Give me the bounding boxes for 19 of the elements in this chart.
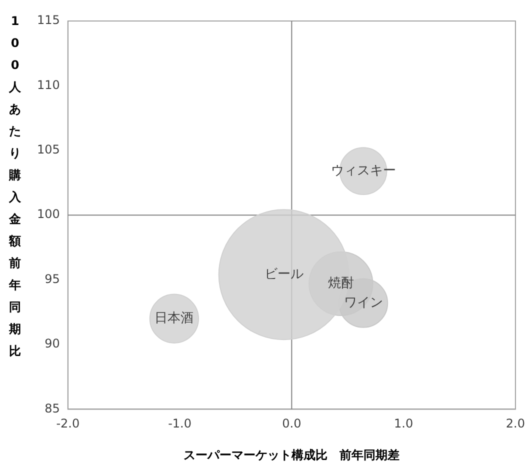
x-axis-title: スーパーマーケット構成比 前年同期差 bbox=[184, 448, 400, 462]
x-tick-label: -2.0 bbox=[56, 416, 80, 431]
y-tick-label: 85 bbox=[44, 401, 60, 416]
y-tick-label: 105 bbox=[37, 142, 60, 157]
series-label: ビール bbox=[264, 267, 304, 282]
x-tick-label: 1.0 bbox=[394, 416, 414, 431]
y-tick-label: 90 bbox=[44, 336, 60, 351]
x-tick-label: 0.0 bbox=[282, 416, 302, 431]
x-tick-label: 2.0 bbox=[506, 416, 526, 431]
text: 100人あたり購入金額前年同期比 bbox=[9, 14, 21, 358]
y-tick-label: 95 bbox=[44, 272, 60, 286]
series-label: ウィスキー bbox=[330, 163, 396, 178]
series-label: 日本酒 bbox=[154, 310, 194, 326]
x-tick-label: -1.0 bbox=[168, 416, 192, 431]
y-tick-label: 110 bbox=[37, 78, 60, 92]
series-label: 焼酎 bbox=[328, 276, 354, 292]
series-label: ワイン bbox=[344, 295, 383, 310]
y-tick-label: 115 bbox=[37, 13, 60, 28]
y-tick-label: 100 bbox=[37, 207, 60, 222]
